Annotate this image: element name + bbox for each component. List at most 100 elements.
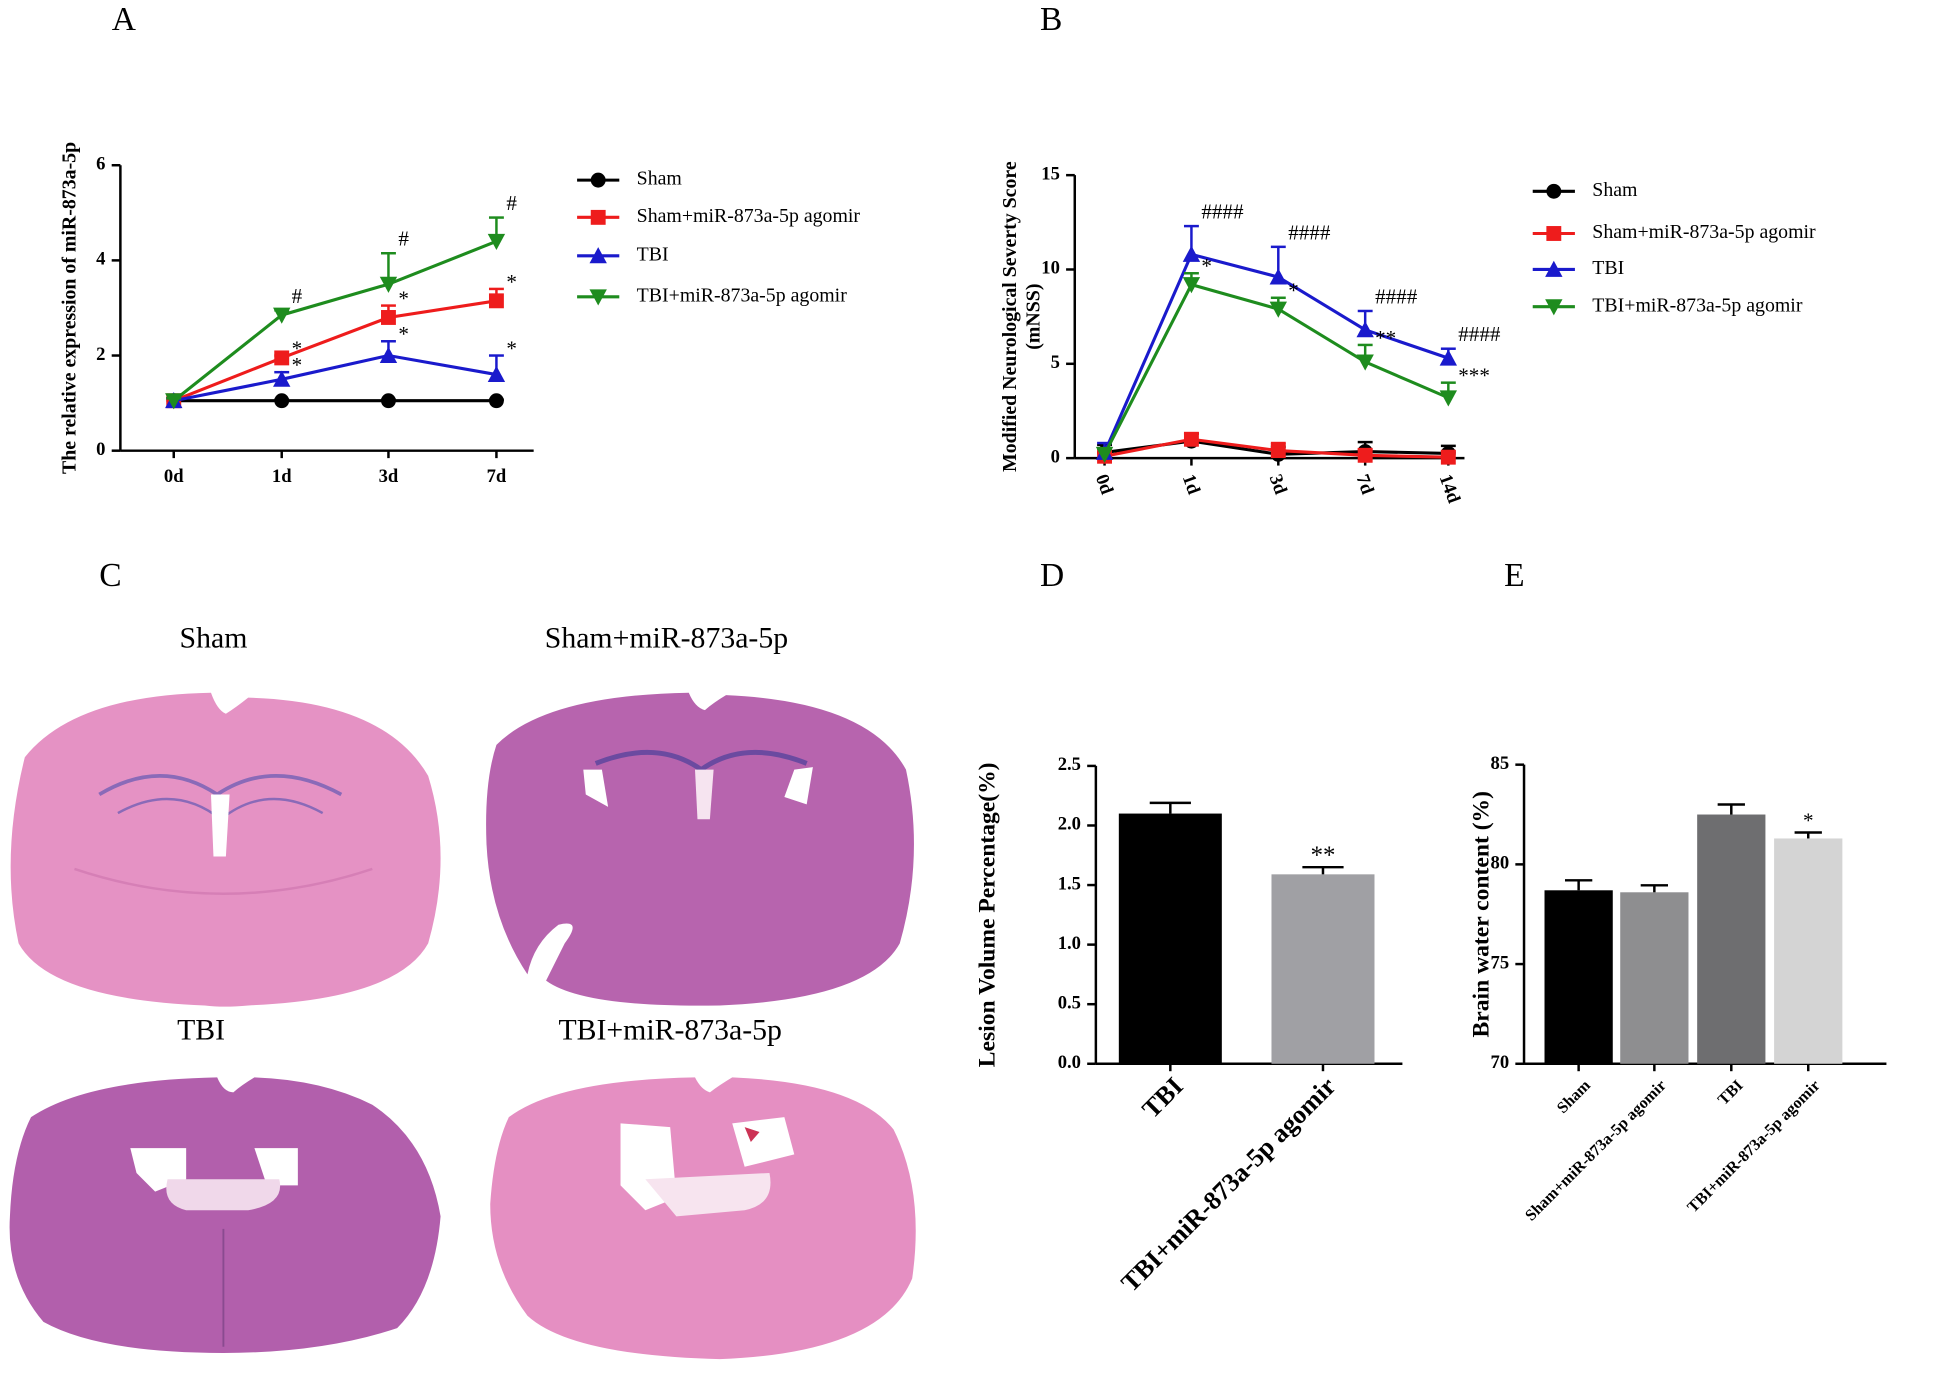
histology-image [10,692,441,1007]
marker [381,310,396,325]
x-tick-label: 14d [1435,471,1465,506]
y-tick-label: 4 [96,249,105,270]
bar [1774,838,1843,1064]
x-tick-label: 3d [379,466,399,487]
annotation: * [1201,254,1212,278]
y-tick-label: 2 [96,344,105,365]
marker [1546,226,1562,241]
panel-letter: D [1040,557,1064,594]
y-axis-label: Lesion Volume Percentage(%) [975,762,1001,1067]
annotation: * [398,286,409,310]
image-label: Sham+miR-873a-5p [545,621,788,654]
y-tick-label: 2.0 [1058,814,1081,835]
marker [273,370,291,387]
series-line [173,353,497,403]
marker [274,393,290,409]
y-tick-label: 15 [1041,163,1060,184]
annotation: *** [1458,364,1490,388]
y-tick-label: 0 [1051,446,1060,467]
marker [1357,447,1373,463]
legend-label: TBI+miR-873a-5p agomir [637,284,848,306]
y-tick-label: 1.5 [1058,873,1081,894]
x-tick-label: TBI [1136,1072,1188,1124]
marker [379,276,398,293]
annotation: * [398,322,409,346]
bar [1697,814,1766,1064]
marker [589,247,607,264]
legend-label: TBI [637,243,669,265]
series-line [172,239,498,402]
marker [1182,277,1201,294]
y-tick-label: 85 [1491,753,1510,774]
annotation: * [1803,808,1814,832]
marker [1270,443,1286,459]
marker [1546,183,1562,199]
panel-letter: B [1040,1,1062,38]
panel-letter: E [1504,557,1524,594]
marker [165,393,183,410]
histology-image [490,1077,916,1360]
histology-image [9,1077,441,1353]
annotation: # [506,191,517,215]
marker [273,307,291,324]
y-tick-label: 0 [96,439,105,460]
y-axis-label: Brain water content (%) [1468,791,1494,1037]
y-tick-label: 80 [1491,853,1510,874]
annotation: ** [1375,326,1396,350]
bar [1620,892,1689,1064]
marker [488,393,504,409]
marker [1439,349,1458,366]
x-tick-label: 3d [1265,471,1292,497]
x-tick-label: TBI+miR-873a-5p agomir [1684,1077,1823,1216]
image-label: TBI+miR-873a-5p [558,1014,781,1047]
marker [1356,354,1374,371]
chart: 70 75 80 85 Brain water content (%) ShamSham+… [1468,753,1887,1224]
y-tick-label: 1.0 [1058,933,1081,954]
y-tick-label: 0.0 [1058,1052,1081,1073]
marker [1269,301,1287,318]
marker [487,365,506,383]
legend-label: TBI [1592,257,1624,279]
panel-letter: A [112,1,136,38]
annotation: * [292,336,303,360]
annotation: # [398,227,409,251]
x-tick-label: 0d [1091,471,1118,497]
bar [1271,874,1375,1064]
marker [1095,446,1114,464]
y-axis-label: Modified Neurological Severty Score [999,161,1021,472]
annotation: * [292,353,303,377]
annotation: * [1288,279,1299,303]
marker [590,172,606,188]
legend-label: Sham+miR-873a-5p agomir [637,205,861,227]
annotation: #### [1201,200,1244,224]
marker [1269,268,1287,285]
y-tick-label: 0.5 [1058,992,1081,1013]
marker [1182,245,1201,262]
panel-letter: C [99,557,121,594]
y-tick-label: 75 [1491,952,1510,973]
annotation: #### [1288,220,1331,244]
marker [274,350,290,366]
marker [589,289,607,306]
y-tick-label: 10 [1041,258,1060,279]
x-tick-label: 1d [272,466,292,487]
x-tick-label: 1d [1178,471,1205,497]
marker [590,209,606,225]
y-tick-label: 5 [1051,352,1060,373]
x-tick-label: Sham [1554,1077,1594,1117]
histology-image [486,692,914,1006]
x-tick-label: Sham+miR-873a-5p agomir [1522,1077,1669,1224]
legend-label: Sham [1592,179,1638,201]
image-label: Sham [180,621,248,654]
legend-label: Sham+miR-873a-5p agomir [1592,221,1816,243]
y-axis-label: (mNSS) [1023,284,1045,350]
x-tick-label: 7d [1352,471,1379,497]
image-label: TBI [177,1014,225,1047]
annotation: #### [1375,284,1418,308]
annotation: # [292,284,303,308]
bar [1544,890,1613,1064]
y-axis-label: The relative expression of miR-873a-5p [58,142,80,474]
marker [1183,431,1199,447]
y-tick-label: 70 [1491,1052,1510,1073]
